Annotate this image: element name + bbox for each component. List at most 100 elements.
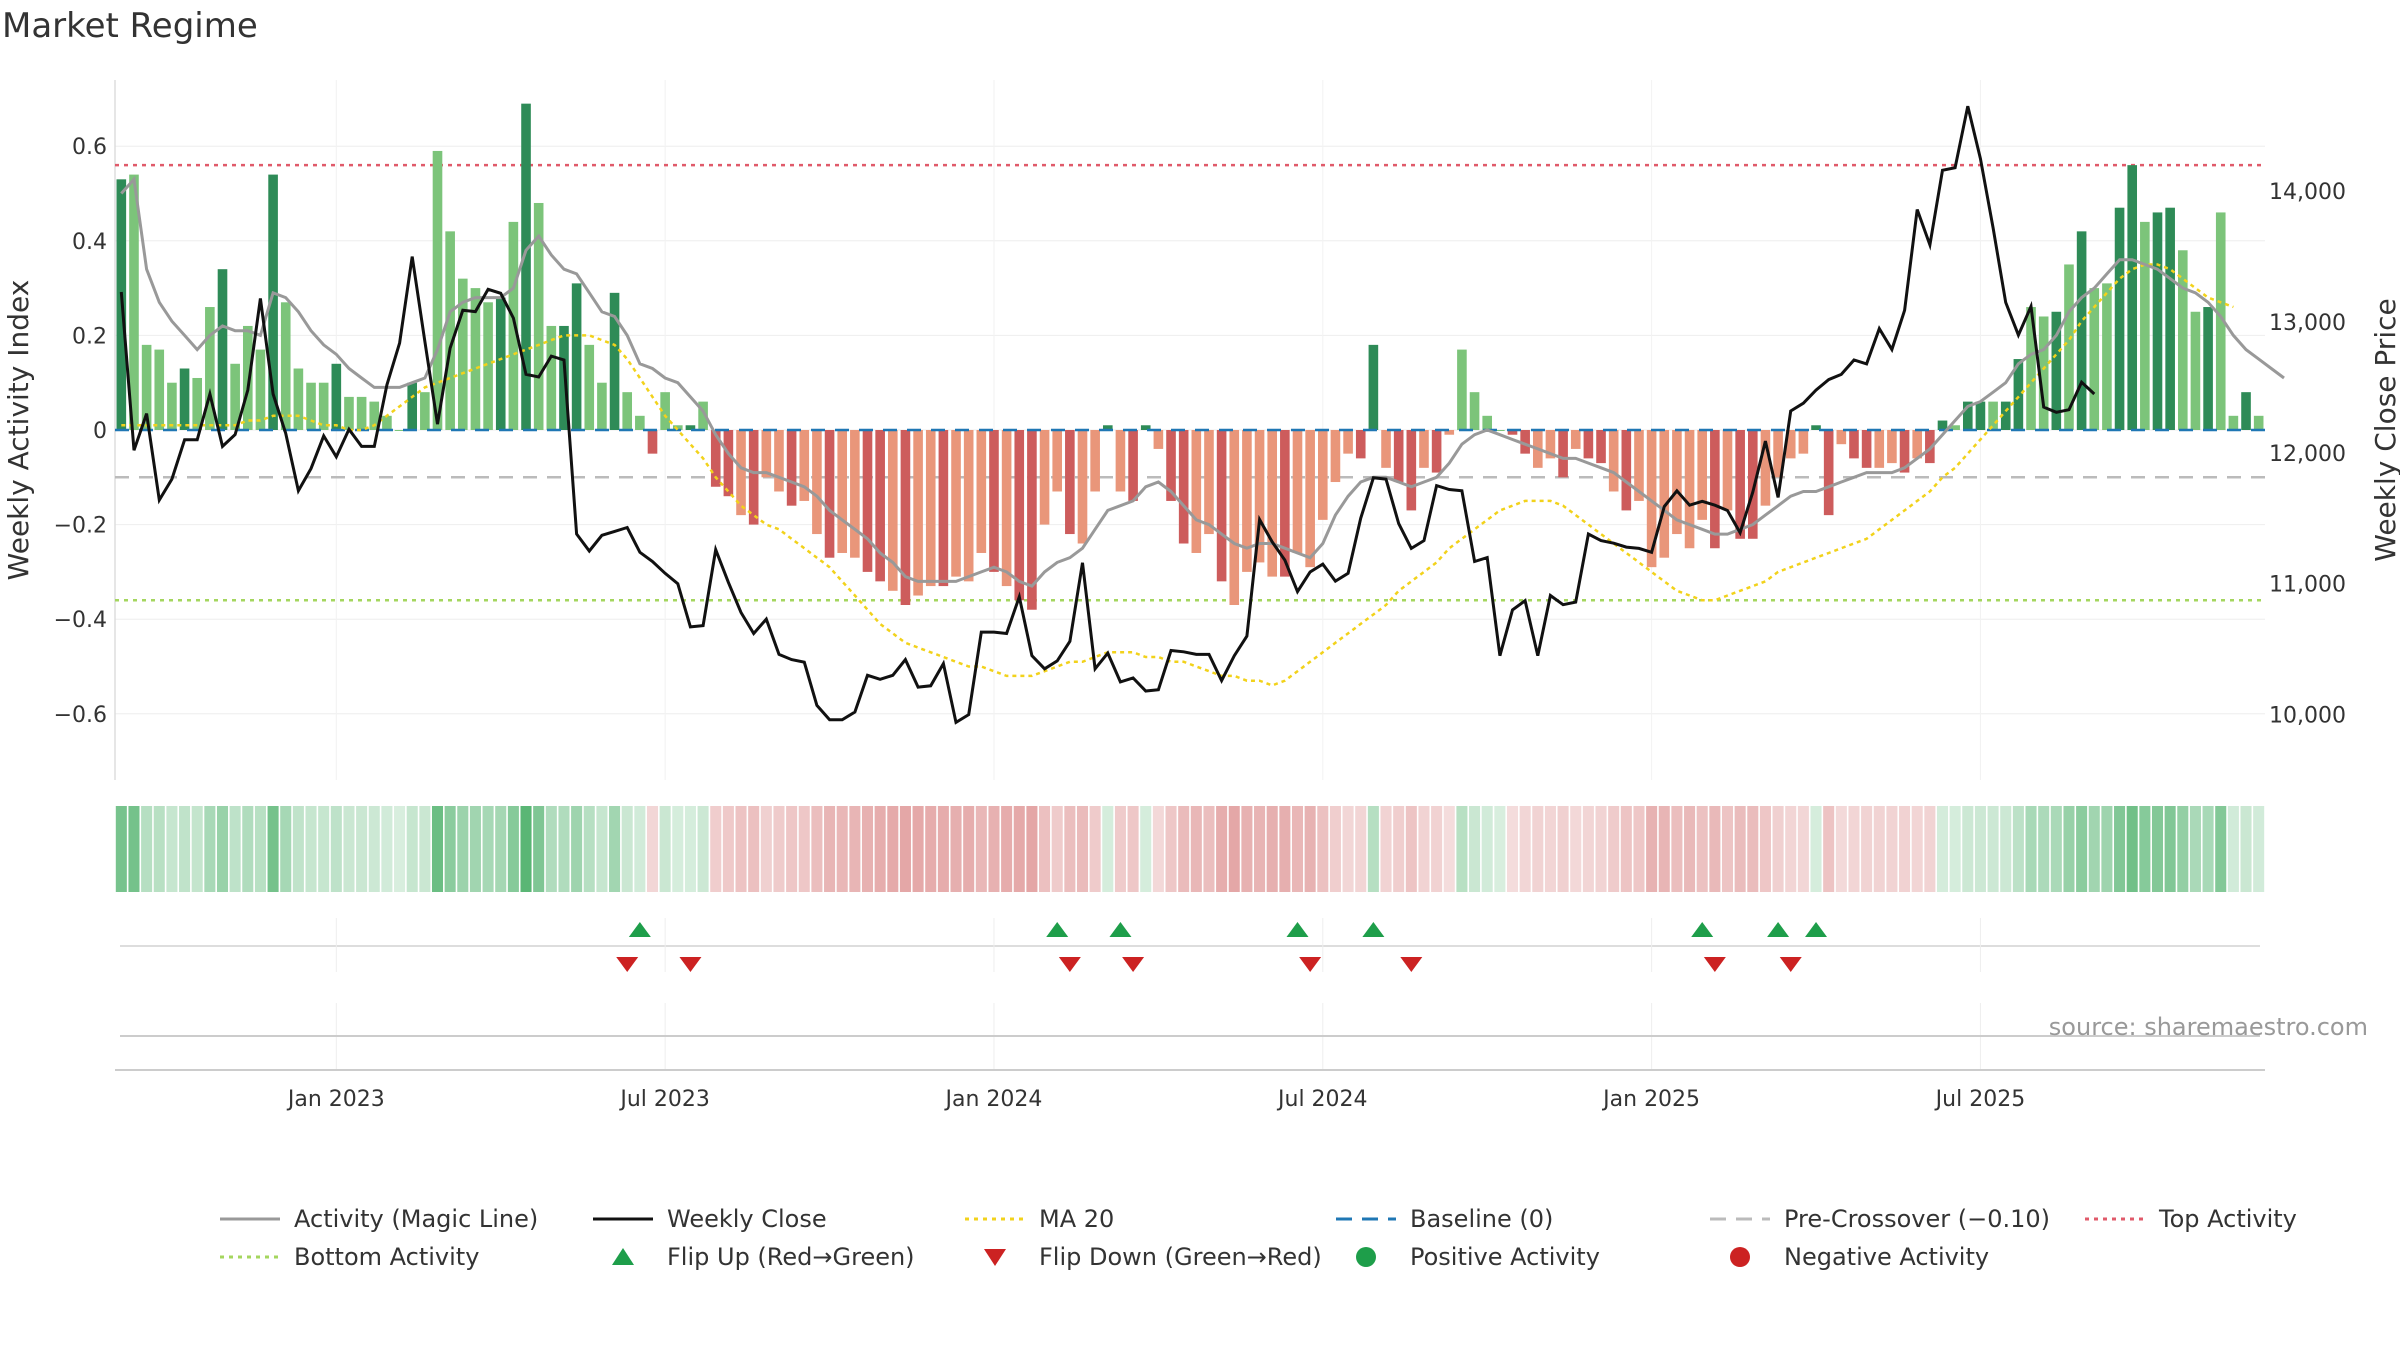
heat-cell [849, 806, 861, 892]
heat-cell [166, 806, 178, 892]
heat-cell [1924, 806, 1936, 892]
heat-cell [836, 806, 848, 892]
activity-bar [824, 430, 835, 558]
heat-cell [2025, 806, 2037, 892]
activity-bar [1431, 430, 1442, 473]
heat-cell [1646, 806, 1658, 892]
heat-cell [507, 806, 519, 892]
activity-bar [1115, 430, 1126, 492]
heat-cell [1899, 806, 1911, 892]
heat-cell [1557, 806, 1569, 892]
heat-cell [1405, 806, 1417, 892]
activity-bar [736, 430, 746, 516]
heat-cell [937, 806, 949, 892]
activity-bar [508, 221, 519, 430]
activity-bar [1634, 430, 1644, 501]
flip-down-marker [1122, 957, 1145, 972]
heat-cell [1810, 806, 1822, 892]
left-tick-label: 0.6 [72, 135, 107, 160]
activity-bar [875, 430, 885, 582]
heat-cell [1620, 806, 1632, 892]
y-axis-label-left: Weekly Activity Index [2, 280, 35, 581]
flip-up-marker [1046, 922, 1069, 937]
activity-bar [672, 425, 683, 430]
heat-cell [1582, 806, 1594, 892]
activity-bar [1596, 430, 1606, 464]
heat-cell [1532, 806, 1544, 892]
flip-down-marker [616, 957, 639, 972]
heat-cell [1254, 806, 1266, 892]
activity-bar [344, 396, 354, 430]
heat-cell [1861, 806, 1873, 892]
activity-bar [2013, 359, 2024, 430]
legend-label: Baseline (0) [1410, 1205, 1553, 1233]
heat-cell [571, 806, 583, 892]
heat-cell [1797, 806, 1809, 892]
heat-cell [811, 806, 823, 892]
activity-bar [470, 288, 481, 430]
activity-bar [609, 292, 620, 430]
activity-bar [862, 430, 873, 572]
flip-up-marker [1805, 922, 1828, 937]
heat-cell [1140, 806, 1152, 892]
activity-bar [1128, 430, 1138, 501]
heat-cell [1102, 806, 1114, 892]
activity-bar [1267, 430, 1278, 577]
activity-bar [1419, 430, 1429, 468]
heat-cell [1848, 806, 1860, 892]
heat-cell [229, 806, 241, 892]
heat-cell [1329, 806, 1341, 892]
heat-cell [2164, 806, 2176, 892]
activity-bar [1672, 430, 1682, 535]
legend-item: Flip Down (Green→Red) [984, 1243, 1322, 1271]
heat-cell [153, 806, 165, 892]
activity-bar [1811, 425, 1821, 430]
heat-cell [2063, 806, 2075, 892]
activity-bar [1798, 430, 1809, 454]
legend: Activity (Magic Line) Weekly Close MA 20 Ba… [220, 1205, 2297, 1271]
activity-bar [989, 430, 999, 572]
activity-bar [1254, 430, 1265, 563]
heat-cell [1127, 806, 1139, 892]
activity-bar [1874, 430, 1885, 468]
activity-bar [2064, 264, 2074, 430]
heat-cell [1936, 806, 1949, 892]
heat-cell [1709, 806, 1721, 892]
legend-item: Baseline (0) [1336, 1205, 1553, 1233]
activity-bar [710, 430, 721, 487]
activity-bar [1027, 430, 1037, 610]
legend-swatch [1730, 1247, 1750, 1267]
activity-bar [306, 382, 316, 430]
activity-bar [192, 377, 203, 430]
activity-bar [1785, 430, 1796, 459]
heat-cell [2151, 806, 2164, 892]
heat-cell [2253, 806, 2265, 892]
heat-cell [520, 806, 532, 892]
heat-cell [1747, 806, 1759, 892]
heat-cell [1785, 806, 1797, 892]
activity-bar [1975, 401, 1986, 430]
heat-cell [558, 806, 570, 892]
heat-cell [1039, 806, 1051, 892]
activity-bar [976, 430, 987, 553]
activity-bar [1229, 430, 1240, 605]
activity-bar [900, 430, 911, 605]
flip-down-marker [679, 957, 702, 972]
activity-bar [2228, 415, 2239, 430]
activity-bar [457, 278, 468, 430]
activity-bar [1823, 430, 1834, 516]
heat-cell [887, 806, 899, 892]
activity-bar [1216, 430, 1227, 582]
heat-cell [1633, 806, 1645, 892]
heat-cell [1759, 806, 1771, 892]
heat-cell [925, 806, 937, 892]
heat-cell [1658, 806, 1670, 892]
activity-bar [1102, 425, 1113, 430]
heat-cell [1595, 806, 1607, 892]
heat-cell [381, 806, 393, 892]
heat-cell [798, 806, 810, 892]
legend-item: Flip Up (Red→Green) [612, 1243, 915, 1271]
flip-down-marker [1703, 957, 1726, 972]
flip-up-marker [1109, 922, 1132, 937]
activity-bar [1469, 392, 1480, 430]
